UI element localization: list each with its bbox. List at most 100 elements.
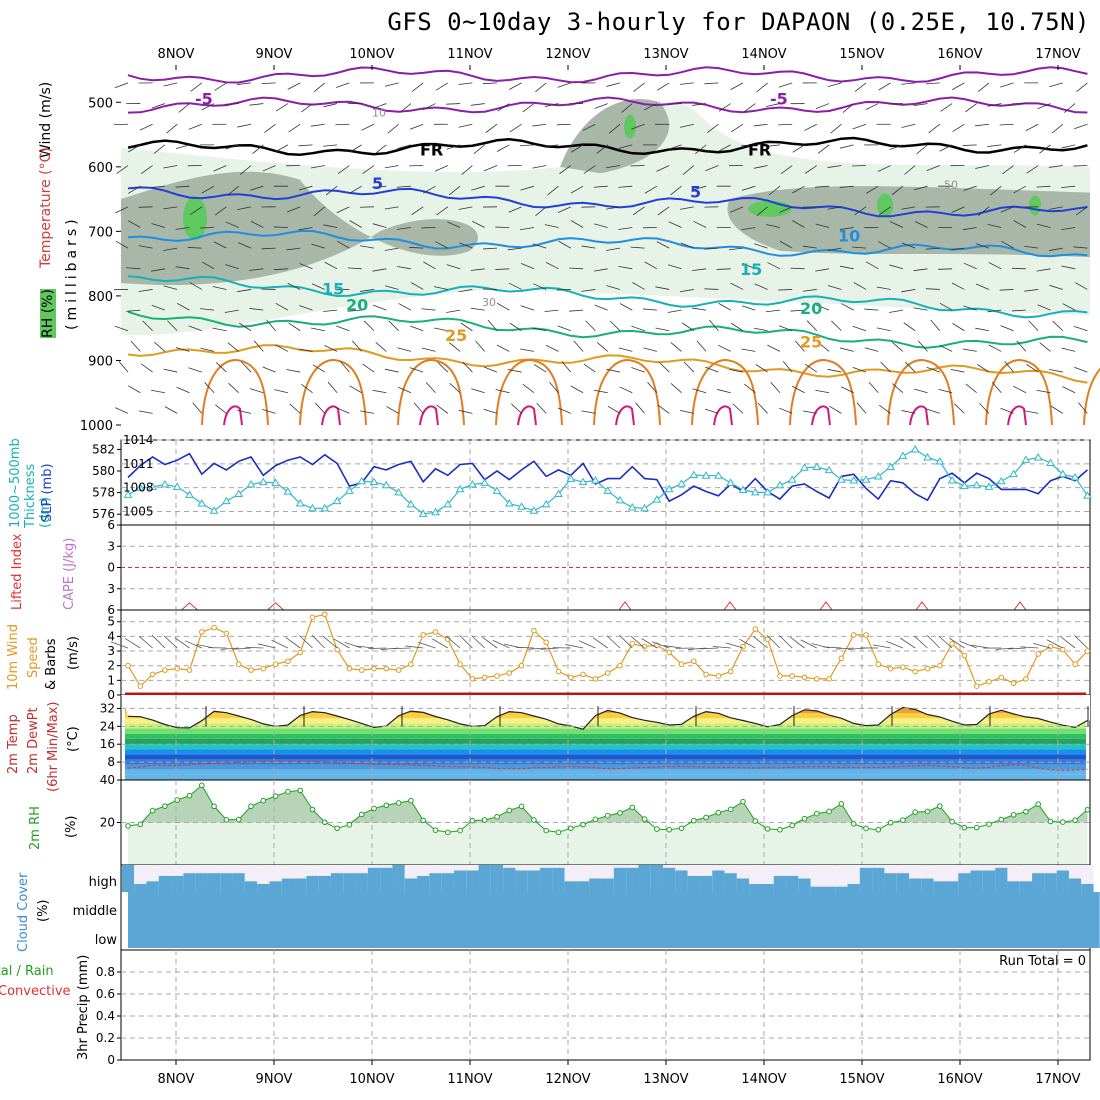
rh-point	[912, 809, 919, 815]
wind-barb	[879, 404, 891, 414]
wind-barb	[483, 165, 498, 172]
high-cloud-bar	[343, 873, 356, 892]
wind-barb	[175, 227, 190, 230]
high-cloud-gap	[1007, 865, 1020, 882]
high-cloud-bar	[933, 881, 946, 892]
wind-barb	[716, 389, 731, 394]
high-cloud-bar	[244, 881, 258, 892]
high-cloud-gap	[958, 865, 971, 874]
rh-point	[887, 819, 894, 826]
wind-barb	[201, 261, 215, 270]
slp-point	[308, 503, 317, 512]
wind-speed-point	[580, 671, 586, 678]
wind-barb	[509, 82, 522, 90]
wind-speed-point	[777, 673, 783, 679]
wind-barb	[778, 82, 793, 88]
wind-barb	[509, 322, 522, 332]
high-cloud-bar	[810, 886, 823, 892]
wind-barb	[951, 82, 965, 91]
wind-barb	[253, 340, 264, 352]
wind-barb	[731, 123, 744, 133]
wind-barb	[167, 320, 178, 332]
wind-barb	[1011, 309, 1026, 312]
temperature-color-band	[125, 728, 1086, 734]
high-cloud-gap	[859, 865, 873, 868]
wind-barb	[868, 382, 879, 393]
slp-point	[873, 472, 883, 480]
wind-barb	[1026, 364, 1039, 373]
wind-barb	[930, 319, 941, 332]
temperature-color-band	[125, 733, 1086, 739]
slp-point	[972, 480, 982, 489]
wind-barb	[979, 402, 990, 414]
high-cloud-bar	[1044, 873, 1057, 892]
temperature-contour	[127, 66, 1088, 84]
wind-speed-point	[1010, 680, 1017, 687]
wind-barb	[744, 383, 756, 394]
wind-barb	[130, 340, 141, 352]
wind-barb	[372, 103, 387, 109]
high-cloud-bar	[835, 886, 848, 892]
wind-barb	[1024, 289, 1039, 292]
high-cloud-bar	[121, 865, 135, 892]
wind-barb	[237, 409, 252, 414]
slp-point	[394, 487, 403, 496]
wind-barb	[606, 165, 621, 169]
lifted-index-mark	[181, 602, 198, 611]
pressure-panel: 576 578 580 582 1005 1008 1011 1014	[92, 433, 1092, 526]
wind-barb	[950, 368, 965, 373]
wind-barb	[520, 185, 535, 191]
temperature-color-band	[125, 759, 1086, 765]
wind-barb	[962, 227, 977, 231]
wind-barb	[631, 123, 645, 130]
wind-barb	[632, 282, 645, 290]
rh-point	[777, 826, 783, 833]
precip-panel-frame	[120, 949, 1091, 1061]
wind-barb	[115, 407, 129, 414]
wind-barb	[718, 103, 731, 112]
wind-barb	[127, 220, 141, 228]
wind-barb	[852, 246, 867, 249]
wind-barb	[683, 361, 695, 373]
date-label-top: 9NOV	[256, 47, 293, 62]
wind-barb	[725, 642, 744, 649]
wind-barb	[802, 245, 817, 249]
wind-barb	[185, 640, 202, 649]
wind-speed-point	[678, 661, 685, 668]
wind-barb	[667, 264, 682, 270]
cape-label: CAPE (J/kg)	[62, 537, 77, 610]
y-tick-label: 0.8	[96, 965, 115, 979]
wind-barb	[1048, 206, 1063, 210]
wind-barb	[741, 305, 756, 311]
high-cloud-gap	[515, 865, 528, 871]
lifted-index-label: Lifted Index	[10, 533, 25, 610]
wind-barb	[557, 82, 571, 88]
high-cloud-bar	[786, 875, 799, 892]
warm-dome-contour	[887, 359, 955, 426]
wind-barb	[360, 289, 375, 292]
precip-label: 3hr Precip (mm)	[76, 954, 91, 1060]
contour-label: FR	[748, 141, 771, 160]
wind-barb	[496, 144, 510, 152]
wind-barb	[632, 206, 645, 216]
rh-point	[543, 827, 550, 834]
slp-point	[345, 486, 354, 494]
wind-barb	[311, 243, 325, 249]
wind-barb	[459, 635, 473, 649]
wind-barb	[204, 382, 215, 393]
wind-speed-point	[518, 662, 525, 669]
wind-barb	[712, 645, 731, 649]
wind-barb	[802, 289, 817, 292]
high-cloud-gap	[503, 865, 516, 868]
wind-barb	[482, 637, 498, 649]
wind-barb	[399, 103, 412, 113]
wind-barb	[387, 123, 399, 134]
wind-barb	[606, 82, 621, 87]
wind-barb	[418, 641, 436, 649]
wind-barb	[705, 366, 719, 373]
high-cloud-bar	[1081, 883, 1094, 892]
date-label-bottom: 8NOV	[158, 1072, 195, 1087]
high-cloud-gap	[429, 865, 442, 874]
high-cloud-gap	[749, 865, 762, 884]
